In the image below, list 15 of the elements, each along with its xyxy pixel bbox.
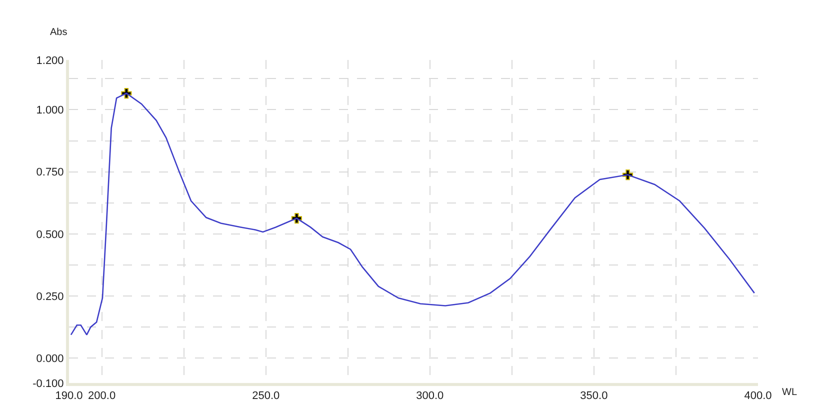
x-tick-label: 190.0 — [55, 390, 83, 402]
x-tick-label: 350.0 — [580, 390, 608, 402]
y-tick-label: 0.000 — [36, 353, 64, 365]
y-axis-title: Abs — [50, 27, 68, 38]
y-tick-label: 0.500 — [36, 228, 64, 241]
x-tick-label: 300.0 — [416, 390, 444, 402]
x-tick-label: 400.0 — [744, 390, 772, 402]
y-tick-label: -0.100 — [32, 378, 64, 390]
x-tick-label: 250.0 — [252, 390, 280, 402]
y-tick-label: 1.200 — [36, 54, 64, 67]
x-tick-label: 200.0 — [88, 390, 116, 402]
y-tick-label: 0.250 — [36, 290, 64, 303]
y-tick-label: 1.000 — [36, 104, 64, 117]
x-axis-title: WL — [782, 387, 798, 398]
y-tick-label: 0.750 — [36, 166, 64, 179]
